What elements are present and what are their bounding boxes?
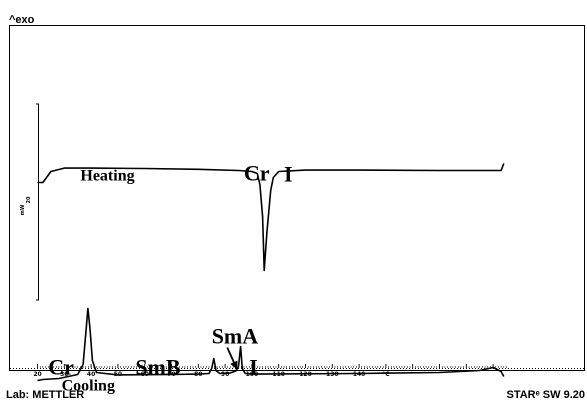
x-tick-label: 70 xyxy=(167,371,175,378)
software-label: STARᵉ SW 9.20 xyxy=(506,389,585,401)
annotation-sma: SmA xyxy=(212,324,259,349)
annotation-cr: Cr xyxy=(244,161,270,186)
series-heating-curve xyxy=(37,163,505,272)
x-tick-label: 20 xyxy=(33,371,41,378)
exo-direction-label: ^exo xyxy=(9,14,35,26)
x-tick-label: 110 xyxy=(272,371,285,378)
annotation-i: I xyxy=(284,162,293,187)
x-tick-label: 130 xyxy=(326,371,339,378)
x-tick-label: 80 xyxy=(194,371,202,378)
x-tick-label: °C xyxy=(382,371,390,378)
x-tick-label: 60 xyxy=(141,371,149,378)
x-tick-label: 30 xyxy=(60,371,68,378)
annotation-i: I xyxy=(249,355,258,380)
scale-bar-unit: mW xyxy=(20,204,26,215)
x-tick-label: 90 xyxy=(221,371,229,378)
annotation-cooling: Cooling xyxy=(62,378,115,395)
x-axis: 20 30 40 50 60 70 80 90 100 110 120 130 140 °C xyxy=(10,364,584,378)
x-tick-label: 120 xyxy=(299,371,312,378)
series-cooling-curve xyxy=(37,307,505,382)
x-tick-label: 50 xyxy=(114,371,122,378)
x-tick-label: 40 xyxy=(87,371,95,378)
series-group xyxy=(37,163,505,382)
annotation-heating: Heating xyxy=(80,168,134,185)
x-tick-label: 100 xyxy=(246,371,259,378)
x-tick-label: 140 xyxy=(353,371,366,378)
scale-bar-value: 20 xyxy=(26,196,32,203)
plot-frame xyxy=(9,25,585,371)
lab-label: Lab: METTLER xyxy=(6,389,85,401)
